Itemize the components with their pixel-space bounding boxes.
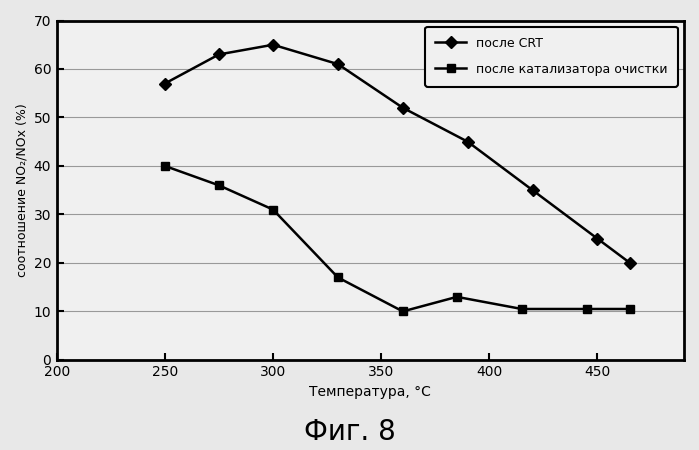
X-axis label: Температура, °C: Температура, °C (310, 385, 431, 399)
после CRT (593, 236, 602, 241)
после CRT (161, 81, 169, 86)
Text: Фиг. 8: Фиг. 8 (303, 418, 396, 446)
после CRT (333, 62, 342, 67)
после катализатора очистки (626, 306, 634, 312)
после катализатора очистки (161, 163, 169, 169)
после катализатора очистки (453, 294, 461, 300)
после CRT (215, 52, 223, 57)
после катализатора очистки (582, 306, 591, 312)
после CRT (463, 139, 472, 144)
после CRT (626, 260, 634, 265)
после CRT (398, 105, 407, 110)
после катализатора очистки (517, 306, 526, 312)
после катализатора очистки (398, 309, 407, 314)
после CRT (269, 42, 278, 47)
после CRT (528, 188, 537, 193)
Line: после CRT: после CRT (161, 40, 634, 267)
после катализатора очистки (269, 207, 278, 212)
Line: после катализатора очистки: после катализатора очистки (161, 162, 634, 315)
после катализатора очистки (333, 275, 342, 280)
Legend: после CRT, после катализатора очистки: после CRT, после катализатора очистки (425, 27, 678, 86)
после катализатора очистки (215, 183, 223, 188)
Y-axis label: соотношение NO₂/NOx (%): соотношение NO₂/NOx (%) (15, 104, 28, 277)
